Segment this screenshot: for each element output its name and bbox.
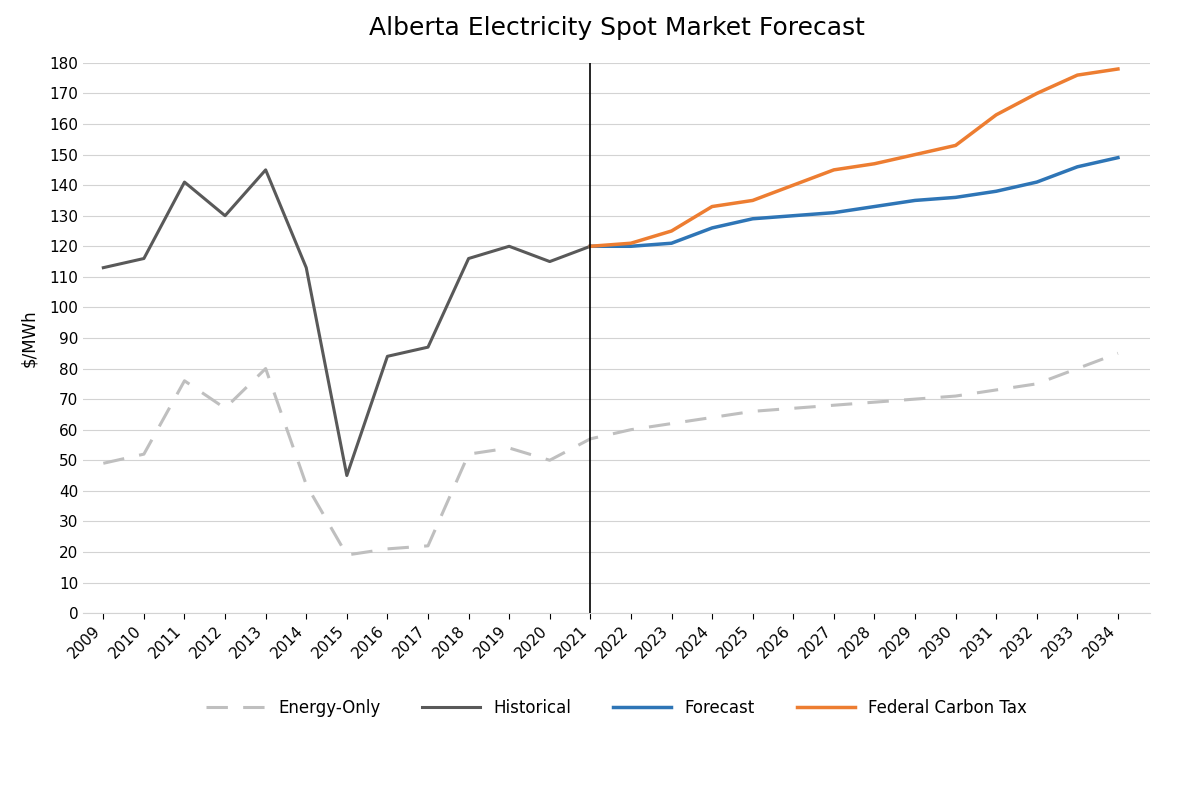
- Federal Carbon Tax: [746, 196, 760, 205]
- Historical: [178, 178, 192, 187]
- Line: Forecast: Forecast: [591, 158, 1118, 246]
- Energy-Only: [827, 401, 841, 410]
- Energy-Only: [218, 403, 232, 413]
- Energy-Only: [746, 406, 760, 416]
- Energy-Only: [949, 391, 963, 401]
- Federal Carbon Tax: [1070, 71, 1084, 80]
- Energy-Only: [299, 480, 313, 490]
- Energy-Only: [584, 434, 598, 443]
- Historical: [259, 165, 273, 174]
- Energy-Only: [989, 385, 1003, 395]
- Historical: [461, 254, 476, 263]
- Federal Carbon Tax: [908, 150, 923, 160]
- Forecast: [746, 214, 760, 223]
- Y-axis label: $/MWh: $/MWh: [20, 309, 38, 367]
- Energy-Only: [867, 398, 881, 407]
- Federal Carbon Tax: [949, 141, 963, 150]
- Energy-Only: [136, 450, 151, 459]
- Energy-Only: [908, 395, 923, 404]
- Title: Alberta Electricity Spot Market Forecast: Alberta Electricity Spot Market Forecast: [369, 16, 865, 40]
- Historical: [543, 257, 557, 266]
- Energy-Only: [421, 541, 435, 550]
- Federal Carbon Tax: [827, 165, 841, 174]
- Forecast: [1029, 178, 1044, 187]
- Energy-Only: [259, 364, 273, 373]
- Historical: [299, 263, 313, 273]
- Energy-Only: [502, 443, 516, 453]
- Energy-Only: [664, 419, 678, 428]
- Federal Carbon Tax: [584, 241, 598, 251]
- Forecast: [584, 241, 598, 251]
- Legend: Energy-Only, Historical, Forecast, Federal Carbon Tax: Energy-Only, Historical, Forecast, Feder…: [198, 691, 1035, 725]
- Forecast: [949, 193, 963, 202]
- Federal Carbon Tax: [664, 226, 678, 236]
- Federal Carbon Tax: [1029, 89, 1044, 98]
- Energy-Only: [543, 456, 557, 465]
- Federal Carbon Tax: [624, 238, 638, 248]
- Federal Carbon Tax: [867, 159, 881, 168]
- Historical: [136, 254, 151, 263]
- Forecast: [908, 196, 923, 205]
- Energy-Only: [461, 450, 476, 459]
- Energy-Only: [704, 413, 719, 422]
- Federal Carbon Tax: [704, 202, 719, 211]
- Historical: [96, 263, 110, 273]
- Federal Carbon Tax: [1111, 64, 1126, 74]
- Energy-Only: [1111, 348, 1126, 358]
- Historical: [421, 343, 435, 352]
- Line: Energy-Only: Energy-Only: [103, 353, 1118, 555]
- Energy-Only: [1029, 379, 1044, 388]
- Historical: [381, 351, 395, 361]
- Energy-Only: [786, 403, 801, 413]
- Forecast: [867, 202, 881, 211]
- Energy-Only: [1070, 364, 1084, 373]
- Forecast: [664, 238, 678, 248]
- Line: Historical: Historical: [103, 170, 591, 476]
- Forecast: [1111, 153, 1126, 163]
- Energy-Only: [339, 550, 353, 560]
- Forecast: [624, 241, 638, 251]
- Forecast: [989, 186, 1003, 196]
- Energy-Only: [178, 376, 192, 385]
- Historical: [584, 241, 598, 251]
- Federal Carbon Tax: [786, 181, 801, 190]
- Forecast: [1070, 162, 1084, 171]
- Federal Carbon Tax: [989, 110, 1003, 119]
- Energy-Only: [96, 458, 110, 468]
- Historical: [339, 471, 353, 480]
- Historical: [502, 241, 516, 251]
- Forecast: [827, 208, 841, 218]
- Historical: [218, 211, 232, 220]
- Forecast: [786, 211, 801, 220]
- Line: Federal Carbon Tax: Federal Carbon Tax: [591, 69, 1118, 246]
- Energy-Only: [624, 425, 638, 435]
- Energy-Only: [381, 544, 395, 553]
- Forecast: [704, 223, 719, 233]
